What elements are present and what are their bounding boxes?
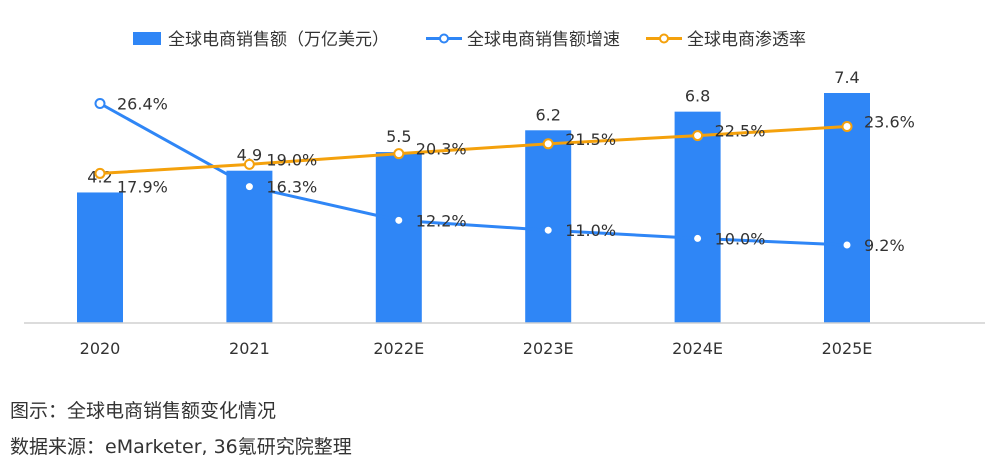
penetration-rate-point [393, 148, 405, 160]
figure-caption: 图示：全球电商销售额变化情况 [10, 400, 277, 422]
penetration-rate-point [243, 158, 255, 170]
bar-value-label: 6.8 [685, 87, 710, 106]
penetration-rate-label: 19.0% [266, 150, 317, 169]
source-caption: 数据来源：eMarketer, 36氪研究院整理 [10, 436, 352, 458]
penetration-rate-label: 21.5% [565, 130, 616, 149]
legend-bar-swatch [133, 32, 161, 45]
x-tick-label: 2024E [672, 339, 723, 358]
growth-rate-label: 11.0% [565, 221, 616, 240]
penetration-rate-point [542, 138, 554, 150]
growth-rate-line [98, 102, 849, 247]
legend-growth-label: 全球电商销售额增速 [467, 30, 620, 50]
growth-rate-label: 10.0% [715, 229, 766, 248]
legend-penetration-marker [659, 33, 669, 44]
growth-rate-point [841, 239, 853, 251]
penetration-rate-label: 22.5% [715, 122, 766, 141]
legend-bar-label: 全球电商销售额（万亿美元） [168, 30, 389, 50]
penetration-rate-point [94, 167, 106, 179]
bar-value-label: 6.2 [535, 105, 560, 124]
penetration-rate-point [841, 121, 853, 133]
x-tick-label: 2025E [822, 339, 873, 358]
growth-rate-point [94, 98, 106, 109]
legend-growth-marker [439, 33, 449, 44]
growth-rate-point [542, 224, 554, 236]
growth-rate-point [393, 214, 405, 226]
bar-value-label: 7.4 [834, 68, 859, 87]
bar [375, 152, 422, 323]
growth-rate-label: 16.3% [266, 178, 317, 197]
penetration-rate-point [692, 130, 704, 142]
penetration-rate-label: 17.9% [117, 177, 168, 196]
x-tick-label: 2023E [523, 339, 574, 358]
growth-rate-point [692, 232, 704, 244]
x-tick-label: 2021 [229, 339, 270, 358]
bar [674, 111, 721, 323]
chart: 全球电商销售额（万亿美元）全球电商销售额增速全球电商渗透率4.24.95.56.… [24, 30, 985, 358]
penetration-rate-line [98, 125, 849, 175]
bar-value-label: 5.5 [386, 127, 411, 146]
legend-penetration-label: 全球电商渗透率 [687, 30, 806, 50]
growth-rate-label: 26.4% [117, 95, 168, 114]
growth-rate-label: 9.2% [864, 236, 905, 255]
bar-value-label: 4.9 [237, 146, 262, 165]
bar [226, 170, 273, 323]
penetration-rate-label: 20.3% [416, 140, 467, 159]
x-tick-label: 2022E [373, 339, 424, 358]
growth-rate-point [243, 181, 255, 193]
growth-rate-label: 12.2% [416, 211, 467, 230]
bar [77, 192, 123, 323]
x-tick-label: 2020 [80, 339, 121, 358]
penetration-rate-label: 23.6% [864, 113, 915, 132]
